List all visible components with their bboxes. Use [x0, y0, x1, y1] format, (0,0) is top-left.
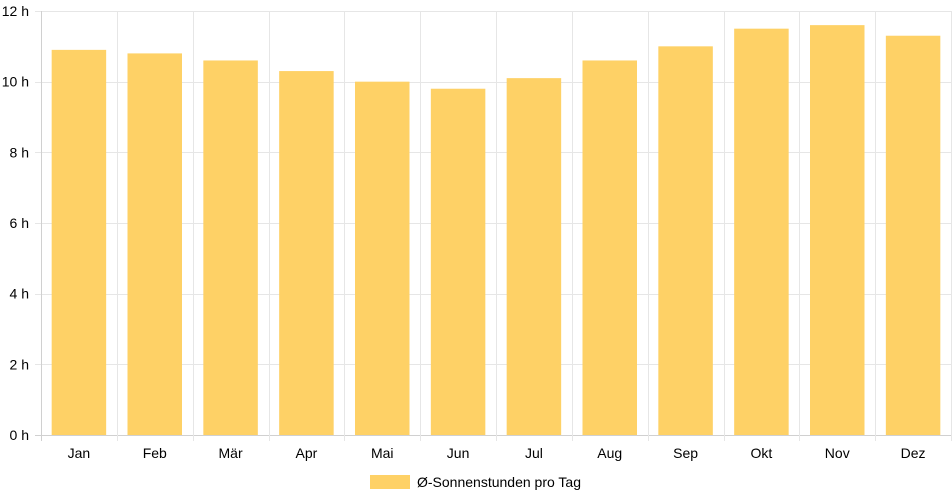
y-tick-label: 12 h	[2, 3, 29, 19]
x-tick-label: Aug	[597, 445, 622, 461]
x-axis-tick-labels: Jan Feb Mär Apr Mai Jun Jul Aug Sep Okt Nov Dez	[68, 445, 926, 461]
y-tick-label: 8 h	[10, 144, 29, 160]
x-tick-label: Okt	[751, 445, 773, 461]
x-tick-label: Mai	[371, 445, 394, 461]
bar-jan[interactable]	[51, 49, 107, 435]
y-tick-label: 4 h	[10, 286, 29, 302]
bar-okt[interactable]	[734, 28, 789, 436]
x-tick-label: Nov	[825, 445, 850, 461]
bar-aug[interactable]	[582, 60, 638, 435]
y-tick-label: 6 h	[10, 215, 29, 231]
y-tick-label: 0 h	[10, 427, 29, 443]
x-tick-label: Apr	[296, 445, 318, 461]
legend[interactable]: Ø-Sonnenstunden pro Tag	[370, 474, 581, 490]
bar-feb[interactable]	[127, 53, 183, 436]
legend-swatch[interactable]	[370, 475, 410, 489]
bar-jun[interactable]	[430, 88, 486, 435]
x-grid-lines	[41, 11, 952, 441]
bar-jul[interactable]	[506, 78, 562, 435]
bar-apr[interactable]	[279, 71, 334, 436]
x-tick-label: Jul	[525, 445, 543, 461]
bars	[51, 25, 941, 436]
y-tick-label: 2 h	[10, 356, 29, 372]
x-tick-label: Mär	[219, 445, 243, 461]
bar-dez[interactable]	[885, 35, 941, 435]
legend-label[interactable]: Ø-Sonnenstunden pro Tag	[417, 474, 581, 490]
x-tick-label: Feb	[143, 445, 167, 461]
x-tick-label: Jan	[68, 445, 91, 461]
bar-mai[interactable]	[355, 81, 410, 436]
bar-sep[interactable]	[658, 46, 713, 435]
x-tick-label: Sep	[673, 445, 698, 461]
x-tick-label: Jun	[447, 445, 470, 461]
y-grid-lines	[35, 11, 951, 436]
bar-nov[interactable]	[810, 25, 865, 436]
bar-mär[interactable]	[203, 60, 258, 435]
y-tick-label: 10 h	[2, 74, 29, 90]
x-tick-label: Dez	[901, 445, 926, 461]
y-axis-tick-labels: 0 h 2 h 4 h 6 h 8 h 10 h 12 h	[2, 3, 29, 443]
